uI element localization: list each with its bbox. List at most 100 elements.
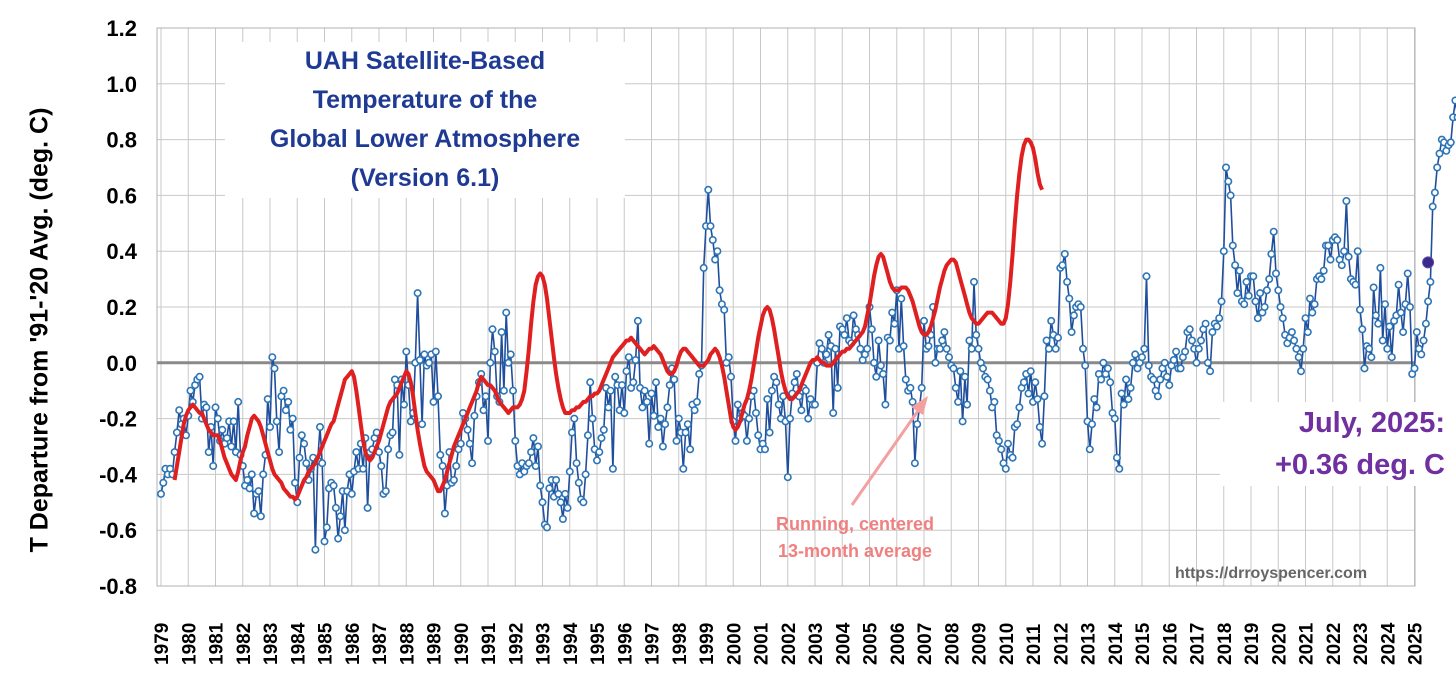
monthly-point — [1376, 263, 1385, 272]
monthly-point — [538, 498, 547, 507]
x-tick-label: 2023 — [1351, 623, 1372, 665]
monthly-point — [679, 464, 688, 473]
monthly-point — [658, 442, 667, 451]
monthly-point — [1356, 305, 1365, 314]
monthly-point — [479, 406, 488, 415]
x-tick-label: 1988 — [397, 623, 418, 665]
monthly-point — [1019, 378, 1028, 387]
monthly-point — [213, 414, 222, 423]
monthly-point — [960, 372, 969, 381]
monthly-point — [874, 336, 883, 345]
monthly-point — [529, 434, 538, 443]
annotation-line-2: 13-month average — [777, 541, 933, 561]
y-tick-label: 0.6 — [106, 183, 137, 208]
monthly-point — [1222, 163, 1231, 172]
monthly-point — [706, 222, 715, 231]
monthly-point — [290, 478, 299, 487]
monthly-point — [1172, 347, 1181, 356]
monthly-point — [620, 408, 629, 417]
monthly-point — [1035, 422, 1044, 431]
x-tick-label: 1986 — [343, 623, 364, 665]
monthly-point — [940, 328, 949, 337]
monthly-point — [595, 448, 604, 457]
monthly-point — [1421, 319, 1430, 328]
monthly-point — [254, 487, 263, 496]
monthly-point — [463, 425, 472, 434]
monthly-point — [954, 397, 963, 406]
monthly-point — [579, 498, 588, 507]
monthly-point — [810, 400, 819, 409]
monthly-point — [956, 367, 965, 376]
monthly-point — [245, 484, 254, 493]
x-tick-label: 2024 — [1378, 622, 1399, 665]
monthly-point — [597, 434, 606, 443]
monthly-point — [1369, 283, 1378, 292]
monthly-point — [699, 263, 708, 272]
monthly-point — [690, 406, 699, 415]
x-tick-label: 1981 — [207, 622, 228, 665]
y-axis-label-container: T Departure from '91-'20 Avg. (deg. C) — [0, 0, 80, 688]
callout-value: +0.36 deg. C — [1274, 449, 1445, 481]
monthly-point — [1215, 314, 1224, 323]
x-tick-label: 1984 — [288, 622, 309, 665]
monthly-point — [297, 431, 306, 440]
monthly-point — [733, 400, 742, 409]
monthly-point — [1176, 364, 1185, 373]
x-tick-label: 1989 — [425, 623, 446, 665]
monthly-point — [1308, 308, 1317, 317]
monthly-point — [418, 420, 427, 429]
monthly-point — [502, 308, 511, 317]
monthly-point — [742, 436, 751, 445]
monthly-point — [322, 523, 331, 532]
monthly-point — [1106, 378, 1115, 387]
monthly-point — [1233, 289, 1242, 298]
monthly-point — [1371, 311, 1380, 320]
monthly-point — [284, 397, 293, 406]
monthly-point — [243, 475, 252, 484]
monthly-point — [1042, 336, 1051, 345]
monthly-point — [724, 353, 733, 362]
y-tick-label: -0.2 — [99, 407, 137, 432]
monthly-point — [218, 425, 227, 434]
plot-frame — [156, 27, 1416, 587]
monthly-point — [1131, 350, 1140, 359]
monthly-point — [1433, 163, 1442, 172]
x-tick-label: 1999 — [697, 623, 718, 665]
monthly-point — [672, 436, 681, 445]
monthly-point — [1260, 302, 1269, 311]
monthly-point — [536, 481, 545, 490]
monthly-point — [1428, 202, 1437, 211]
monthly-point — [654, 422, 663, 431]
monthly-point — [1054, 333, 1063, 342]
monthly-point — [554, 489, 563, 498]
monthly-point — [1099, 358, 1108, 367]
annotation-arrow — [850, 407, 922, 506]
monthly-point — [1290, 336, 1299, 345]
monthly-point — [234, 397, 243, 406]
monthly-point — [572, 459, 581, 468]
monthly-point — [1262, 286, 1271, 295]
monthly-point — [1228, 241, 1237, 250]
monthly-point — [1194, 344, 1203, 353]
monthly-point — [1253, 314, 1262, 323]
monthly-point — [270, 364, 279, 373]
monthly-point — [259, 470, 268, 479]
monthly-point — [1079, 344, 1088, 353]
monthly-point — [1378, 336, 1387, 345]
monthly-point — [681, 428, 690, 437]
x-tick-label: 1979 — [152, 623, 173, 665]
latest-value-callout: July, 2025: +0.36 deg. C — [1220, 402, 1445, 486]
monthly-point — [1122, 375, 1131, 384]
monthly-point — [1067, 328, 1076, 337]
source-url: https://drroyspencer.com — [1175, 565, 1368, 582]
x-tick-label: 2019 — [1242, 623, 1263, 665]
title-line-4: (Version 6.1) — [350, 164, 500, 192]
monthly-point — [558, 514, 567, 523]
annotation-arrowhead — [911, 396, 928, 415]
monthly-point — [906, 383, 915, 392]
monthly-point — [990, 397, 999, 406]
monthly-point — [1117, 389, 1126, 398]
monthly-point — [967, 344, 976, 353]
x-tick-label: 1982 — [234, 623, 255, 665]
